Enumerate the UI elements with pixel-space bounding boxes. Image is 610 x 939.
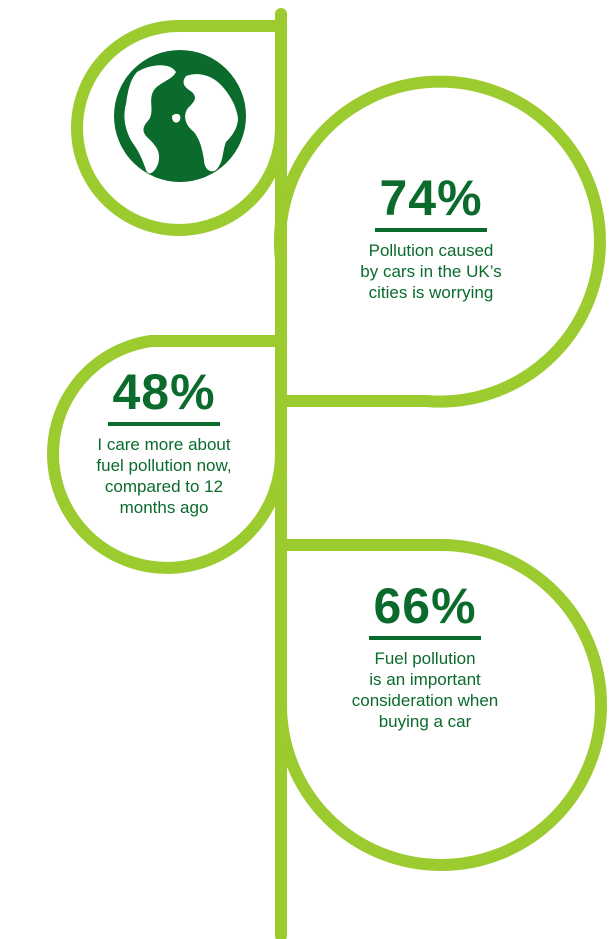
stat-74-line-3: cities is worrying <box>368 283 494 302</box>
stat-66-line-1: Fuel pollution <box>374 649 476 668</box>
stat-66-description: Fuel pollution is an important considera… <box>318 648 532 732</box>
stat-48-line-1: I care more about <box>97 435 231 454</box>
stat-74-value: 74% <box>375 172 487 232</box>
stat-74-block: 74% Pollution caused by cars in the UK’s… <box>322 172 540 303</box>
stat-66-line-3: consideration when <box>351 691 499 710</box>
stat-48-value: 48% <box>108 366 220 426</box>
stat-48-block: 48% I care more about fuel pollution now… <box>56 366 272 518</box>
stat-74-description: Pollution caused by cars in the UK’s cit… <box>322 240 540 303</box>
leaf-66-outline <box>275 539 607 871</box>
stat-48-description: I care more about fuel pollution now, co… <box>56 434 272 518</box>
stat-66-line-4: buying a car <box>378 712 472 731</box>
stat-66-line-2: is an important <box>369 670 481 689</box>
globe-icon <box>114 50 246 182</box>
leaf-48-outline <box>47 335 288 574</box>
stat-48-line-3: compared to 12 <box>104 477 224 496</box>
globe-leaf-outline <box>71 20 287 236</box>
stat-74-line-2: by cars in the UK’s <box>360 262 502 281</box>
stat-74-line-1: Pollution caused <box>368 241 494 260</box>
stat-48-line-4: months ago <box>119 498 209 517</box>
leaf-74-outline <box>273 75 606 408</box>
stat-66-block: 66% Fuel pollution is an important consi… <box>318 580 532 732</box>
stat-48-line-2: fuel pollution now, <box>96 456 232 475</box>
stat-66-value: 66% <box>369 580 481 640</box>
